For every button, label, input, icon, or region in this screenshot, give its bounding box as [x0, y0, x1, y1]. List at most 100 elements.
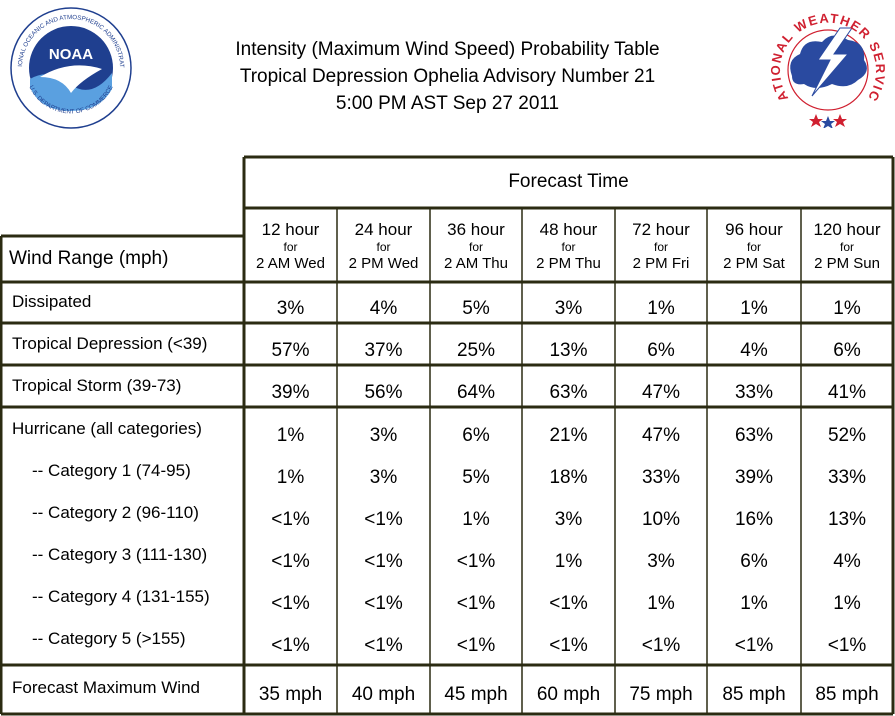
column-header: 72 hour for 2 PM Fri	[615, 221, 707, 271]
table-cell-value: 3%	[369, 425, 398, 446]
table-cell-value: 6%	[740, 551, 768, 572]
table-cell-value: 25%	[456, 340, 496, 361]
table-cell-value: 5%	[462, 298, 490, 319]
table-cell-value: 41%	[827, 382, 867, 403]
table-cell-value: 3%	[554, 298, 583, 319]
star-icon	[809, 114, 823, 127]
table-cell-value: 1%	[833, 298, 861, 319]
table-cell-value: 6%	[462, 425, 490, 446]
column-header: 48 hour for 2 PM Thu	[522, 221, 615, 271]
table-cell-value: 4%	[369, 298, 398, 319]
column-header-for: for	[561, 240, 576, 254]
table-cell-value: 47%	[641, 425, 681, 446]
table-cell-value: 33%	[641, 467, 681, 488]
title-line-1: Intensity (Maximum Wind Speed) Probabili…	[235, 39, 660, 60]
table-cell-value: 1%	[554, 551, 583, 572]
row-label: -- Category 4 (131-155)	[32, 587, 210, 606]
column-header-hour: 24 hour	[354, 220, 413, 239]
table-cell-value: 47%	[641, 382, 681, 403]
table-cell-value: <1%	[364, 635, 403, 656]
table-cell-value: 4%	[833, 551, 861, 572]
table-cell-value: 1%	[276, 425, 305, 446]
table-cell-value: 39%	[734, 467, 774, 488]
column-header-time: 2 PM Thu	[536, 255, 601, 272]
table-cell-value: 37%	[364, 340, 403, 361]
column-header-time: 2 PM Sat	[723, 255, 785, 272]
table-cell-value: 1%	[740, 593, 768, 614]
table-cell-value: <1%	[456, 635, 496, 656]
column-header-for: for	[839, 240, 854, 254]
table-cell-value: 10%	[641, 509, 681, 530]
table-cell-value: <1%	[364, 551, 403, 572]
table-cell-value: 6%	[647, 340, 675, 361]
table-cell-value: 3%	[369, 467, 398, 488]
table-cell-value: 3%	[647, 551, 675, 572]
title-line-2: Tropical Depression Ophelia Advisory Num…	[239, 66, 656, 87]
table-cell-value: 1%	[462, 509, 490, 530]
forecast-time-header: Forecast Time	[508, 171, 629, 192]
table-cell-value: 85 mph	[722, 684, 786, 705]
row-label: -- Category 1 (74-95)	[32, 461, 191, 480]
row-label: Tropical Depression (<39)	[12, 334, 208, 353]
table-cell-value: 21%	[549, 425, 588, 446]
row-label: Forecast Maximum Wind	[12, 678, 200, 697]
nws-logo: NATIONAL WEATHER SERVICE	[768, 8, 887, 128]
table-cell-value: <1%	[271, 509, 310, 530]
table-cell-value: 4%	[740, 340, 768, 361]
table-cell-value: 13%	[549, 340, 588, 361]
row-label: Hurricane (all categories)	[12, 419, 202, 438]
table-cell-value: 60 mph	[536, 684, 601, 705]
column-header: 12 hour for 2 AM Wed	[244, 221, 337, 271]
table-cell-value: 39%	[271, 382, 310, 403]
table-cell-value: 56%	[364, 382, 403, 403]
title-line-3: 5:00 PM AST Sep 27 2011	[335, 93, 560, 114]
table-cell-value: 64%	[456, 382, 496, 403]
row-label: Dissipated	[12, 292, 92, 311]
column-header-hour: 120 hour	[813, 220, 881, 239]
table-cell-value: <1%	[641, 635, 681, 656]
row-label: -- Category 5 (>155)	[32, 629, 186, 648]
noaa-logo: NOAA NATIONAL OCEANIC AND ATMOSPHERIC AD…	[10, 7, 132, 129]
table-cell-value: <1%	[549, 635, 588, 656]
table-cell-value: 40 mph	[351, 684, 416, 705]
table-cell-value: 57%	[271, 340, 310, 361]
table-cell-value: 63%	[734, 425, 774, 446]
table-cell-value: 33%	[734, 382, 774, 403]
table-cell-value: 13%	[827, 509, 867, 530]
table-cell-value: <1%	[271, 551, 310, 572]
row-label: -- Category 3 (111-130)	[32, 545, 208, 564]
column-header-time: 2 AM Thu	[444, 255, 508, 272]
column-header-for: for	[468, 240, 483, 254]
column-header: 96 hour for 2 PM Sat	[707, 221, 801, 271]
table-cell-value: 85 mph	[815, 684, 879, 705]
table-cell-value: 1%	[740, 298, 768, 319]
table-cell-value: 1%	[833, 593, 861, 614]
table-cell-value: 6%	[833, 340, 861, 361]
column-header-time: 2 PM Wed	[348, 255, 419, 272]
table-cell-value: <1%	[456, 593, 496, 614]
column-header: 120 hour for 2 PM Sun	[801, 221, 893, 271]
column-header: 36 hour for 2 AM Thu	[430, 221, 522, 271]
column-header-hour: 12 hour	[261, 220, 320, 239]
table-cell-value: 3%	[276, 298, 305, 319]
table-cell-value: <1%	[549, 593, 588, 614]
column-header-for: for	[376, 240, 391, 254]
table-cell-value: 33%	[827, 467, 867, 488]
table-cell-value: 63%	[549, 382, 588, 403]
column-header-for: for	[283, 240, 298, 254]
table-cell-value: 1%	[647, 593, 675, 614]
wind-range-header: Wind Range (mph)	[9, 248, 169, 269]
column-header-time: 2 AM Wed	[256, 255, 325, 272]
table-cell-value: 52%	[827, 425, 867, 446]
table-cell-value: <1%	[271, 593, 310, 614]
table-cell-value: 5%	[462, 467, 490, 488]
column-header-hour: 96 hour	[725, 220, 783, 239]
column-header-time: 2 PM Fri	[632, 255, 690, 272]
table-cell-value: 3%	[554, 509, 583, 530]
table-cell-value: 75 mph	[629, 684, 693, 705]
table-cell-value: 45 mph	[444, 684, 508, 705]
table-cell-value: 16%	[734, 509, 774, 530]
table-cell-value: 1%	[276, 467, 305, 488]
table-cell-value: <1%	[827, 635, 867, 656]
star-icon	[821, 116, 835, 128]
